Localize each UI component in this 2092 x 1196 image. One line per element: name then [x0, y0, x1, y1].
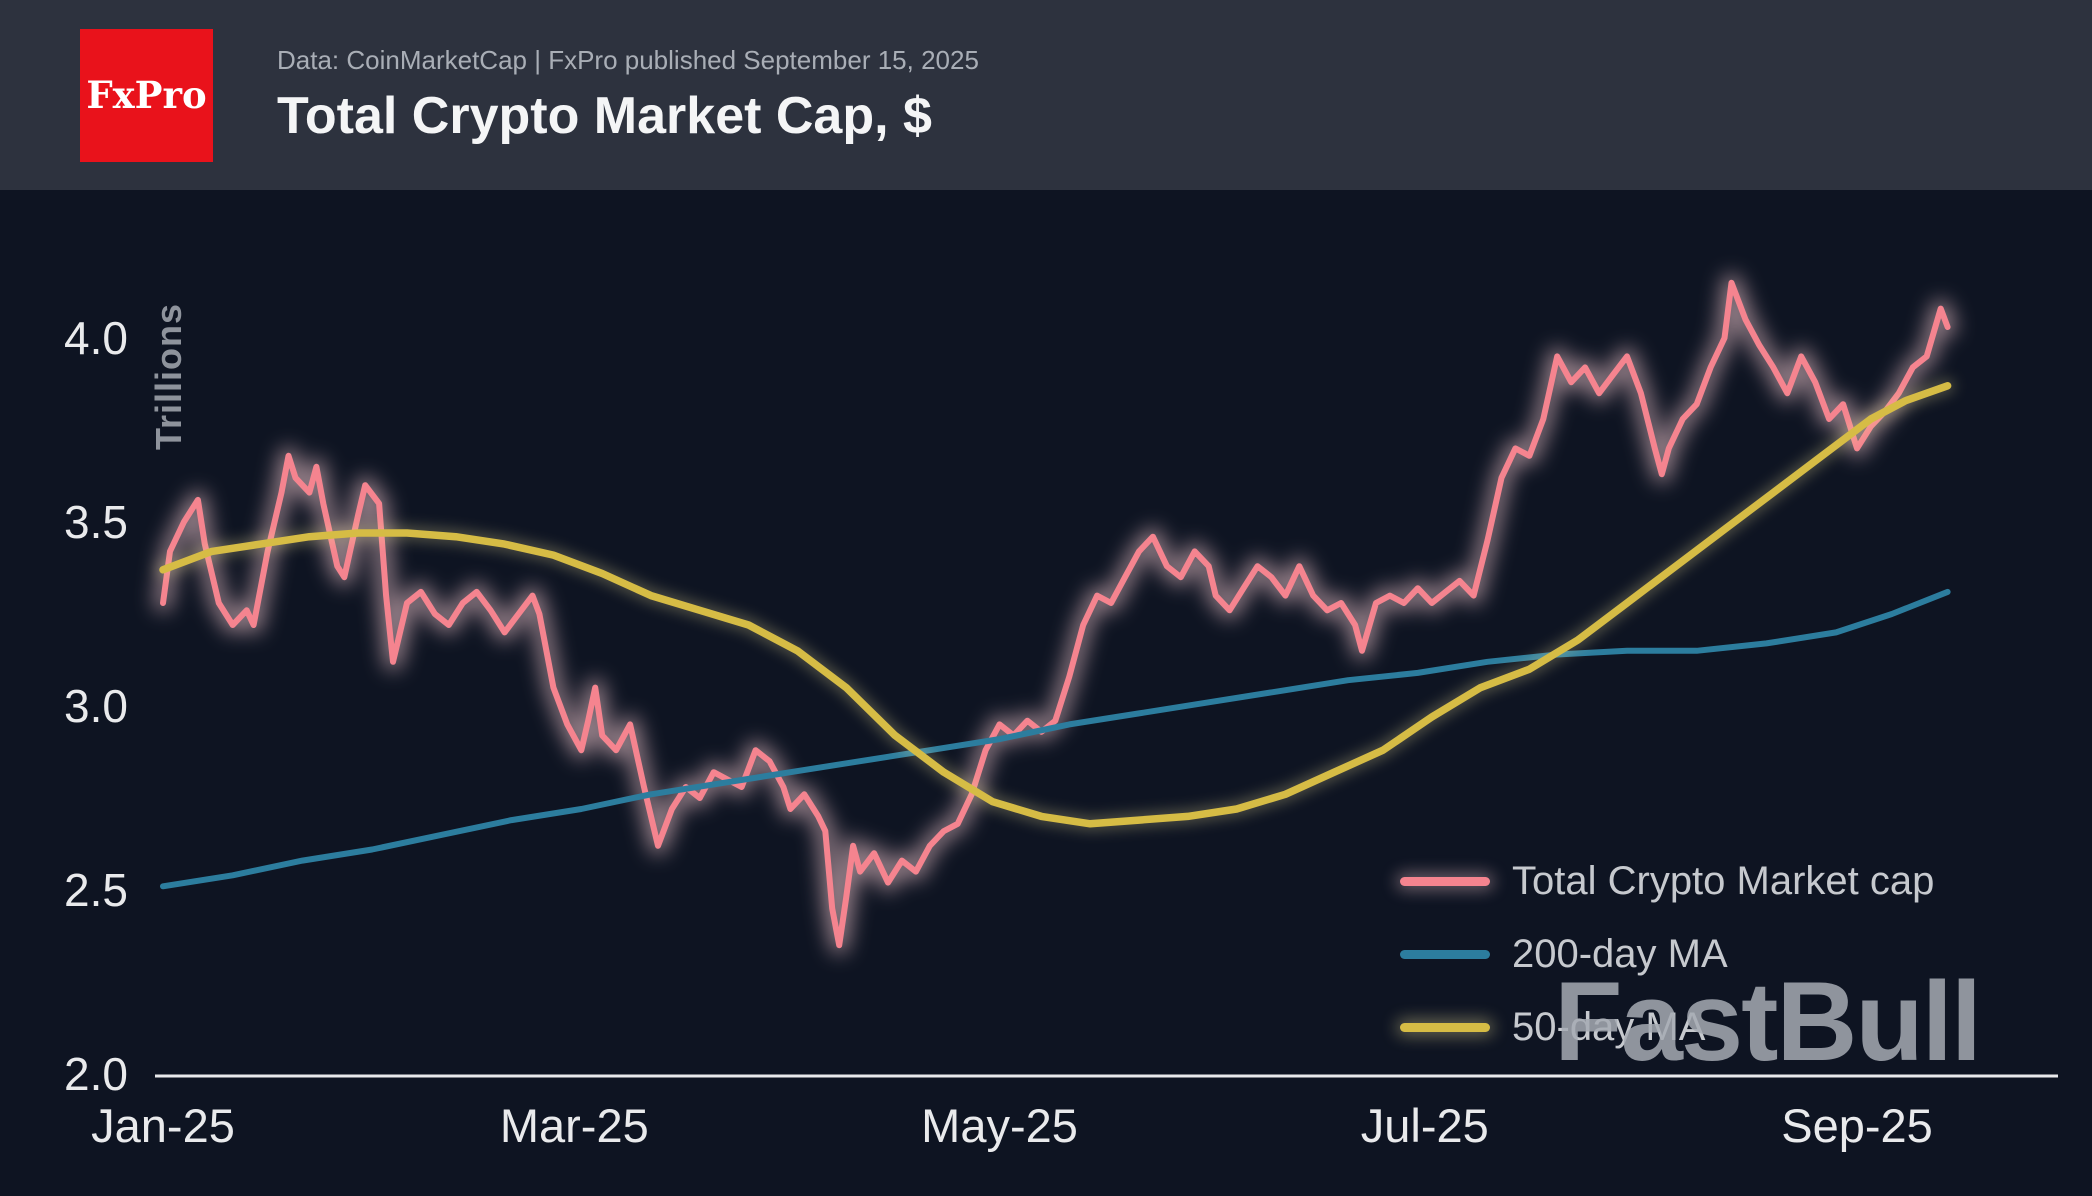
- chart-area: 2.0 2.5 3.0 3.5 4.0 Jan-25 Mar-25 May-25 Jul-25 S…: [0, 190, 2092, 1196]
- header-text-block: Data: CoinMarketCap | FxPro published Se…: [277, 45, 979, 145]
- x-tick-label: Jan-25: [91, 1099, 235, 1152]
- legend-swatch-total-crypto-market-cap: [1400, 877, 1490, 886]
- legend-item-50-day-ma: 50-day MA: [1400, 1004, 1934, 1051]
- chart-legend: Total Crypto Market cap 200-day MA 50-day …: [1400, 858, 1934, 1051]
- y-tick-label: 2.0: [64, 1048, 128, 1100]
- legend-swatch-50-day-ma: [1400, 1023, 1490, 1032]
- market-cap-chart: 2.0 2.5 3.0 3.5 4.0 Jan-25 Mar-25 May-25 Jul-25 S…: [64, 273, 2058, 1152]
- legend-label-total-crypto-market-cap: Total Crypto Market cap: [1512, 859, 1935, 903]
- fxpro-logo-text: FxPro: [86, 73, 207, 117]
- fxpro-logo: FxPro: [80, 28, 213, 162]
- x-tick-label: Mar-25: [500, 1099, 649, 1152]
- header-bar: FxPro Data: CoinMarketCap | FxPro publis…: [0, 0, 2092, 190]
- legend-item-total-crypto-market-cap: Total Crypto Market cap: [1400, 858, 1934, 905]
- series-glow-total-crypto-market-cap: [154, 273, 1957, 955]
- y-axis-title: Trillions: [148, 302, 189, 450]
- y-tick-label: 4.0: [64, 312, 128, 364]
- y-tick-label: 3.5: [64, 496, 128, 548]
- fastbull-watermark: FastBull: [1554, 959, 1982, 1084]
- data-source-line: Data: CoinMarketCap | FxPro published Se…: [277, 44, 979, 75]
- y-tick-label: 3.0: [64, 680, 128, 732]
- y-tick-label: 2.5: [64, 864, 128, 916]
- series-line-200-day-ma: [160, 588, 1951, 890]
- legend-item-200-day-ma: 200-day MA: [1400, 931, 1934, 978]
- legend-swatch-200-day-ma: [1400, 950, 1490, 959]
- legend-label-50-day-ma: 50-day MA: [1512, 1005, 1706, 1049]
- page-title: Total Crypto Market Cap, $: [277, 87, 932, 145]
- series-line-total-crypto-market-cap: [160, 279, 1951, 949]
- x-tick-label: Sep-25: [1781, 1099, 1933, 1152]
- x-tick-label: Jul-25: [1361, 1099, 1489, 1152]
- legend-label-200-day-ma: 200-day MA: [1512, 932, 1728, 976]
- x-tick-label: May-25: [921, 1099, 1078, 1152]
- series-line-50-day-ma: [159, 382, 1952, 828]
